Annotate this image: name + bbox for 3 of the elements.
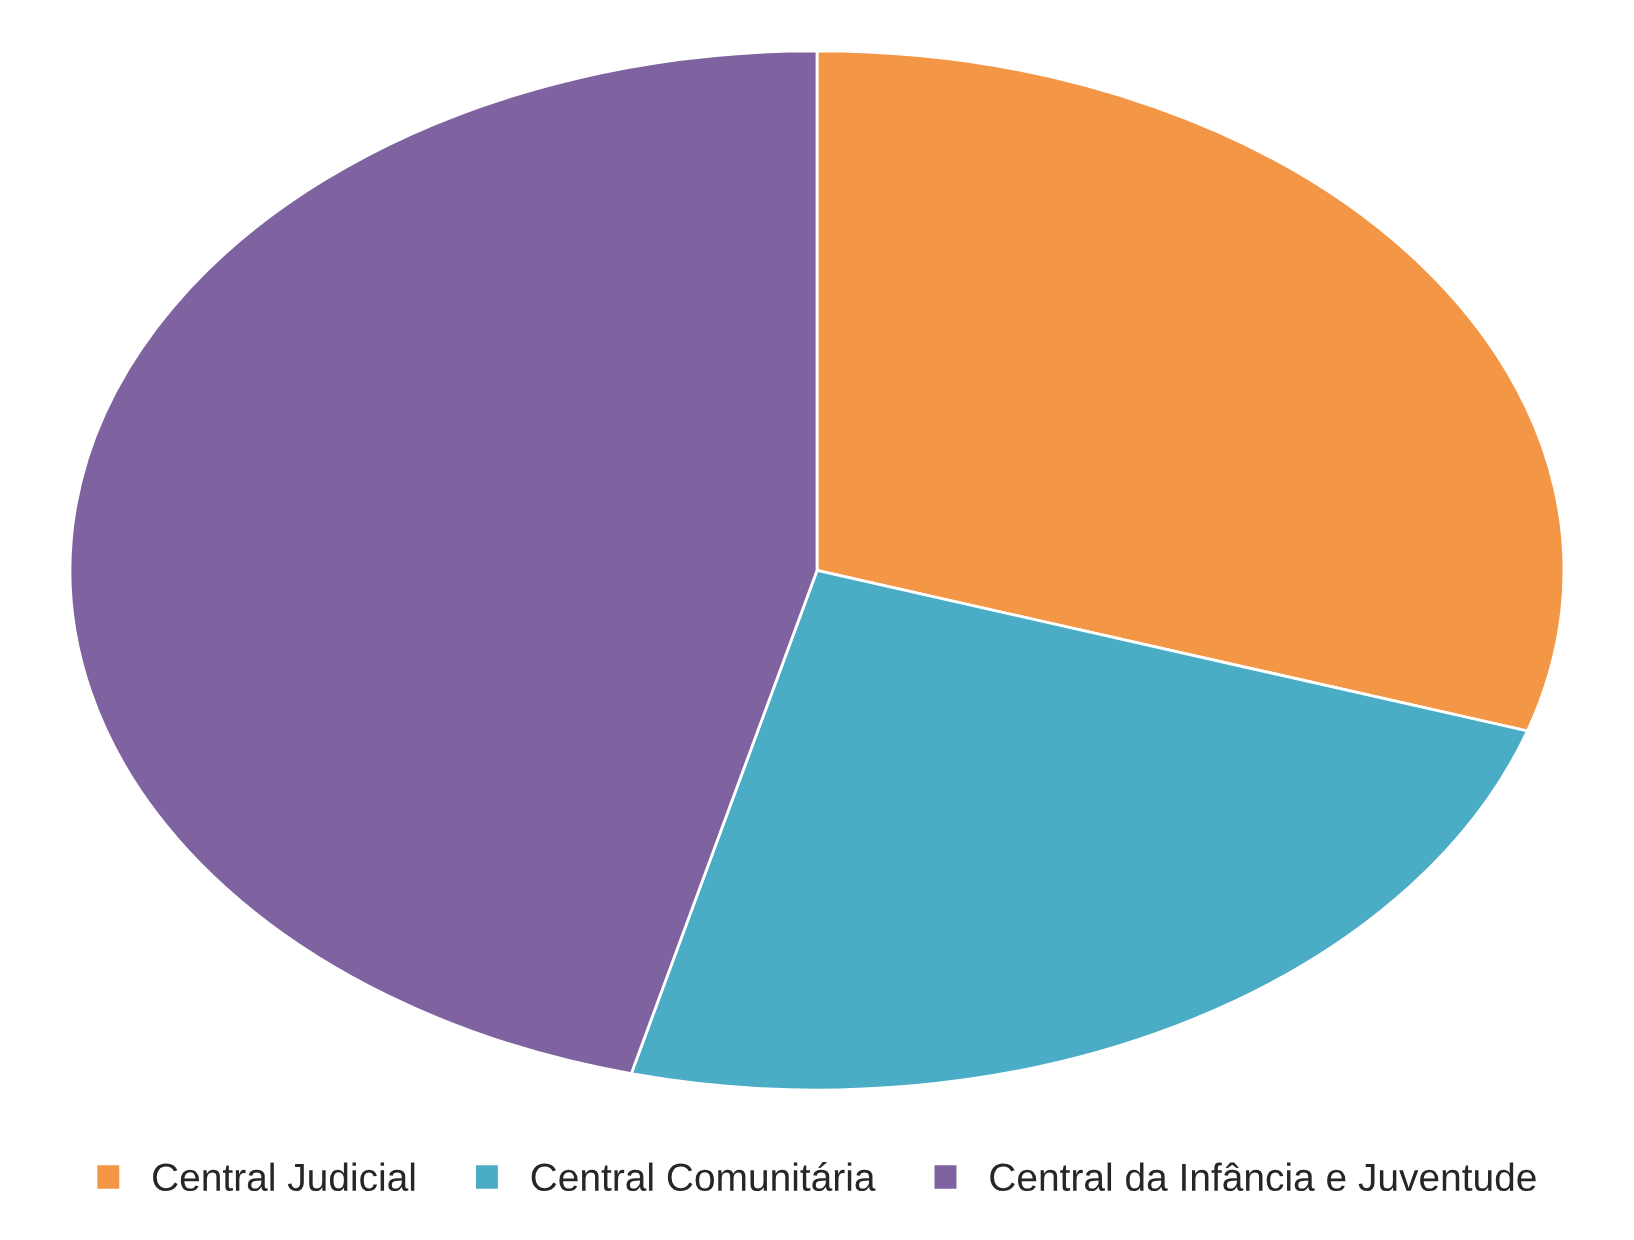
legend-label: Central da Infância e Juventude bbox=[990, 1162, 1536, 1192]
legend-label: Central Comunitária bbox=[531, 1162, 876, 1192]
legend-label: Central Judicial bbox=[153, 1162, 415, 1192]
